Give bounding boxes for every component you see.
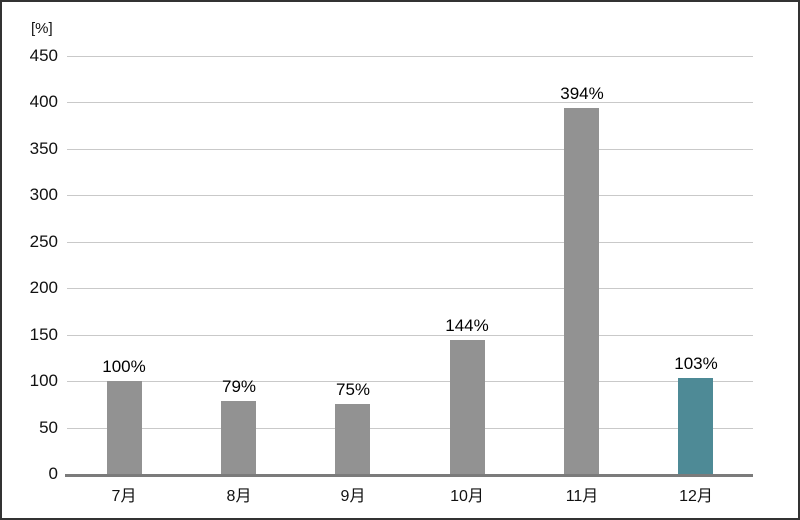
x-axis-line xyxy=(65,474,753,477)
y-tick-label-450: 450 xyxy=(29,46,58,65)
bar-4 xyxy=(450,340,485,474)
y-tick-label-100: 100 xyxy=(29,371,58,390)
gridline-400 xyxy=(67,102,753,103)
bar-1 xyxy=(107,381,142,474)
bar-value-label-2: 79% xyxy=(221,377,257,396)
bar-value-label-4: 144% xyxy=(445,316,489,335)
bar-5 xyxy=(564,108,599,474)
y-tick-label-50: 50 xyxy=(39,418,58,437)
y-tick-label-400: 400 xyxy=(29,92,58,111)
bar-value-label-3: 75% xyxy=(335,380,371,399)
y-tick-label-250: 250 xyxy=(29,232,58,251)
bar-2 xyxy=(221,401,256,474)
gridline-250 xyxy=(67,242,753,243)
x-tick-label-5: 11月 xyxy=(565,488,599,505)
x-tick-label-3: 9月 xyxy=(340,488,366,505)
bar-3 xyxy=(335,404,370,474)
bar-6 xyxy=(678,378,713,474)
y-axis-unit-label: [%] xyxy=(31,20,53,37)
gridline-350 xyxy=(67,149,753,150)
gridline-150 xyxy=(67,335,753,336)
bar-value-label-1: 100% xyxy=(102,357,146,376)
x-tick-label-4: 10月 xyxy=(450,488,484,505)
gridline-200 xyxy=(67,288,753,289)
gridline-450 xyxy=(67,56,753,57)
x-tick-label-6: 12月 xyxy=(679,488,713,505)
bar-value-label-6: 103% xyxy=(674,354,718,373)
gridline-300 xyxy=(67,195,753,196)
x-tick-label-1: 7月 xyxy=(111,488,137,505)
y-tick-label-0: 0 xyxy=(48,464,58,483)
gridline-50 xyxy=(67,428,753,429)
y-tick-label-350: 350 xyxy=(29,139,58,158)
y-tick-label-200: 200 xyxy=(29,278,58,297)
gridline-100 xyxy=(67,381,753,382)
bar-value-label-5: 394% xyxy=(560,84,604,103)
y-tick-label-300: 300 xyxy=(29,185,58,204)
y-tick-label-150: 150 xyxy=(29,325,58,344)
x-tick-label-2: 8月 xyxy=(226,488,252,505)
